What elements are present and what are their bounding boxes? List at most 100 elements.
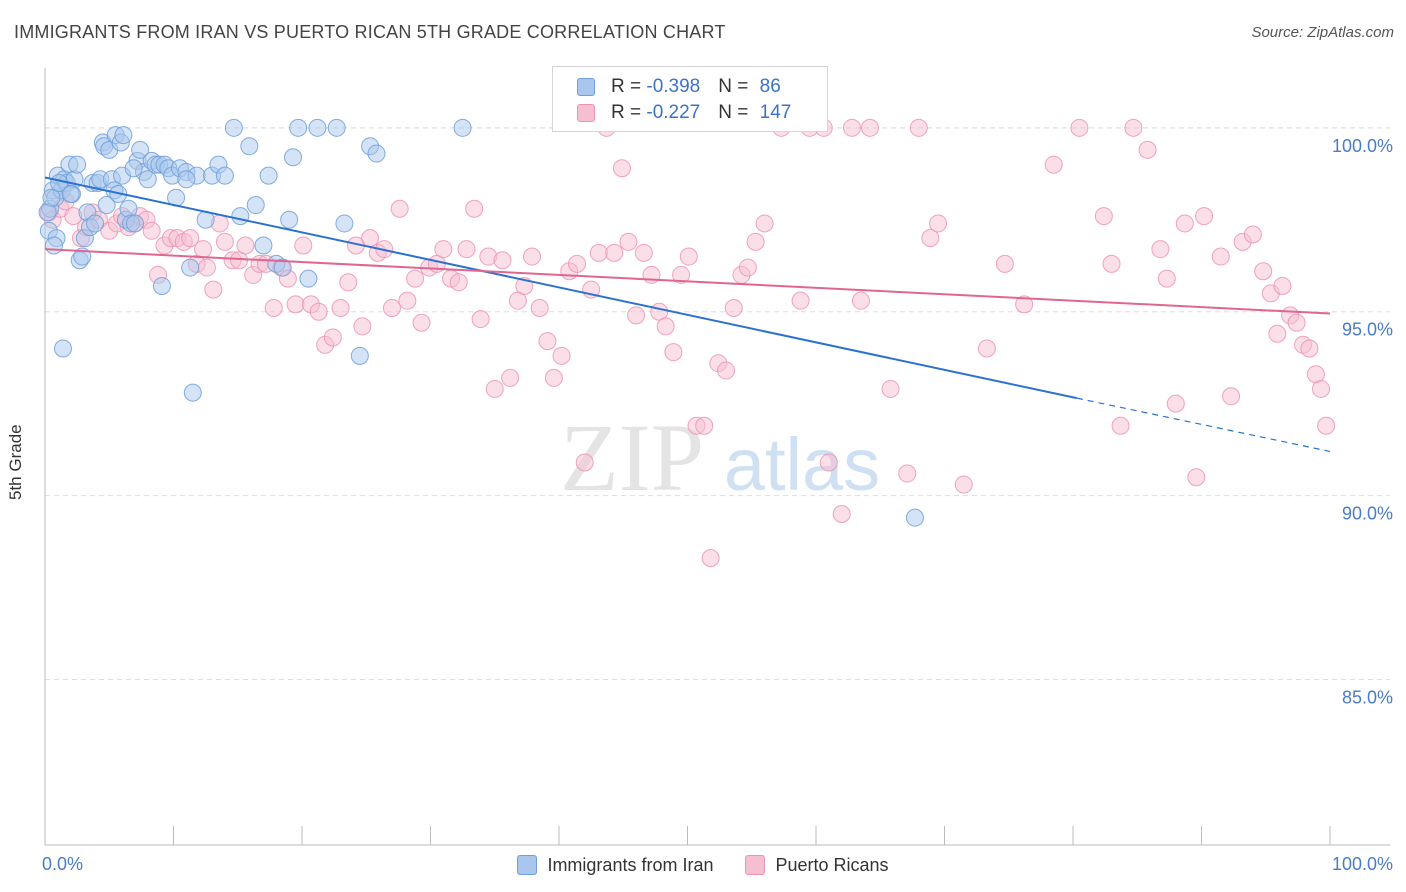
data-point	[832, 504, 851, 523]
data-point	[1044, 155, 1063, 174]
data-point	[183, 383, 202, 402]
data-point	[215, 232, 234, 251]
legend-row-iran: R = -0.398 N = 86	[577, 75, 781, 99]
n-value: 147	[759, 102, 792, 123]
data-point	[449, 273, 468, 292]
data-point	[231, 207, 250, 226]
data-point	[1187, 468, 1206, 487]
data-point	[1124, 118, 1143, 137]
axes	[44, 68, 1390, 846]
data-point	[1300, 339, 1319, 358]
data-point	[664, 343, 683, 362]
data-point	[485, 379, 504, 398]
data-point	[471, 310, 490, 329]
data-point	[1138, 140, 1157, 159]
data-point	[131, 140, 150, 159]
data-point	[791, 291, 810, 310]
data-point	[38, 203, 57, 222]
source-label: Source: ZipAtlas.com	[1251, 24, 1394, 41]
data-point	[842, 118, 861, 137]
x-tick-label: 100.0%	[1332, 854, 1393, 874]
data-point	[1317, 416, 1336, 435]
data-point	[1094, 207, 1113, 226]
data-point	[453, 118, 472, 137]
data-point	[627, 306, 646, 325]
data-point	[672, 265, 691, 284]
data-point	[1268, 324, 1287, 343]
data-point	[1070, 118, 1089, 137]
watermark-atlas: atlas	[724, 423, 880, 506]
data-point	[335, 214, 354, 233]
data-point	[544, 368, 563, 387]
n-value: 86	[759, 76, 781, 97]
r-label: R =	[611, 102, 647, 123]
data-point	[61, 185, 80, 204]
data-point	[746, 232, 765, 251]
correlation-legend: R = -0.398 N = 86 R = -0.227 N = 147	[552, 66, 828, 132]
grid-lines	[45, 127, 1390, 680]
data-point	[114, 126, 133, 145]
data-point	[406, 269, 425, 288]
data-point	[1243, 225, 1262, 244]
legend-item-puerto-ricans[interactable]: Puerto Ricans	[745, 852, 889, 878]
data-point	[898, 464, 917, 483]
y-tick-label: 90.0%	[1342, 504, 1393, 524]
data-point	[327, 118, 346, 137]
data-point	[181, 229, 200, 248]
data-point	[224, 118, 243, 137]
data-point	[921, 229, 940, 248]
data-point	[177, 170, 196, 189]
data-point	[254, 236, 273, 255]
data-point	[309, 302, 328, 321]
legend-swatch-blue	[517, 855, 538, 875]
trend-line-puerto-ricans	[44, 248, 1331, 315]
data-point	[259, 166, 278, 185]
data-point	[412, 313, 431, 332]
data-point	[954, 475, 973, 494]
data-point	[331, 299, 350, 318]
data-point	[197, 258, 216, 277]
n-label: N =	[718, 102, 754, 123]
data-point	[977, 339, 996, 358]
legend-swatch-pink	[577, 104, 595, 122]
data-point	[138, 170, 157, 189]
data-point	[434, 240, 453, 259]
data-point	[382, 299, 401, 318]
tick-labels: 85.0% 90.0% 95.0% 100.0% 0.0% 100.0%	[42, 136, 1393, 874]
data-point	[240, 137, 259, 156]
legend-label-puerto-ricans: Puerto Ricans	[775, 854, 889, 875]
data-point	[1211, 247, 1230, 266]
trend-lines	[44, 176, 1331, 453]
data-point	[1312, 379, 1331, 398]
data-point	[1254, 262, 1273, 281]
y-tick-label: 85.0%	[1342, 687, 1393, 707]
r-label: R =	[611, 76, 647, 97]
data-point	[1273, 276, 1292, 295]
data-point	[68, 155, 87, 174]
data-point	[284, 148, 303, 167]
data-point	[44, 236, 63, 255]
data-point	[236, 236, 255, 255]
data-point	[530, 299, 549, 318]
data-point	[567, 254, 586, 273]
data-point	[1151, 240, 1170, 259]
data-point	[465, 199, 484, 218]
data-point	[679, 247, 698, 266]
data-point	[367, 144, 386, 163]
y-tick-label: 95.0%	[1342, 320, 1393, 340]
data-point	[194, 240, 213, 259]
data-point	[612, 159, 631, 178]
data-point	[755, 214, 774, 233]
legend-item-iran[interactable]: Immigrants from Iran	[517, 852, 713, 878]
data-point	[264, 299, 283, 318]
data-point	[308, 118, 327, 137]
n-label: N =	[718, 76, 754, 97]
data-point	[299, 269, 318, 288]
data-point	[501, 368, 520, 387]
series-legend: Immigrants from Iran Puerto Ricans	[0, 852, 1406, 878]
data-point	[1157, 269, 1176, 288]
data-point	[1166, 394, 1185, 413]
data-point	[398, 291, 417, 310]
data-point	[42, 188, 61, 207]
